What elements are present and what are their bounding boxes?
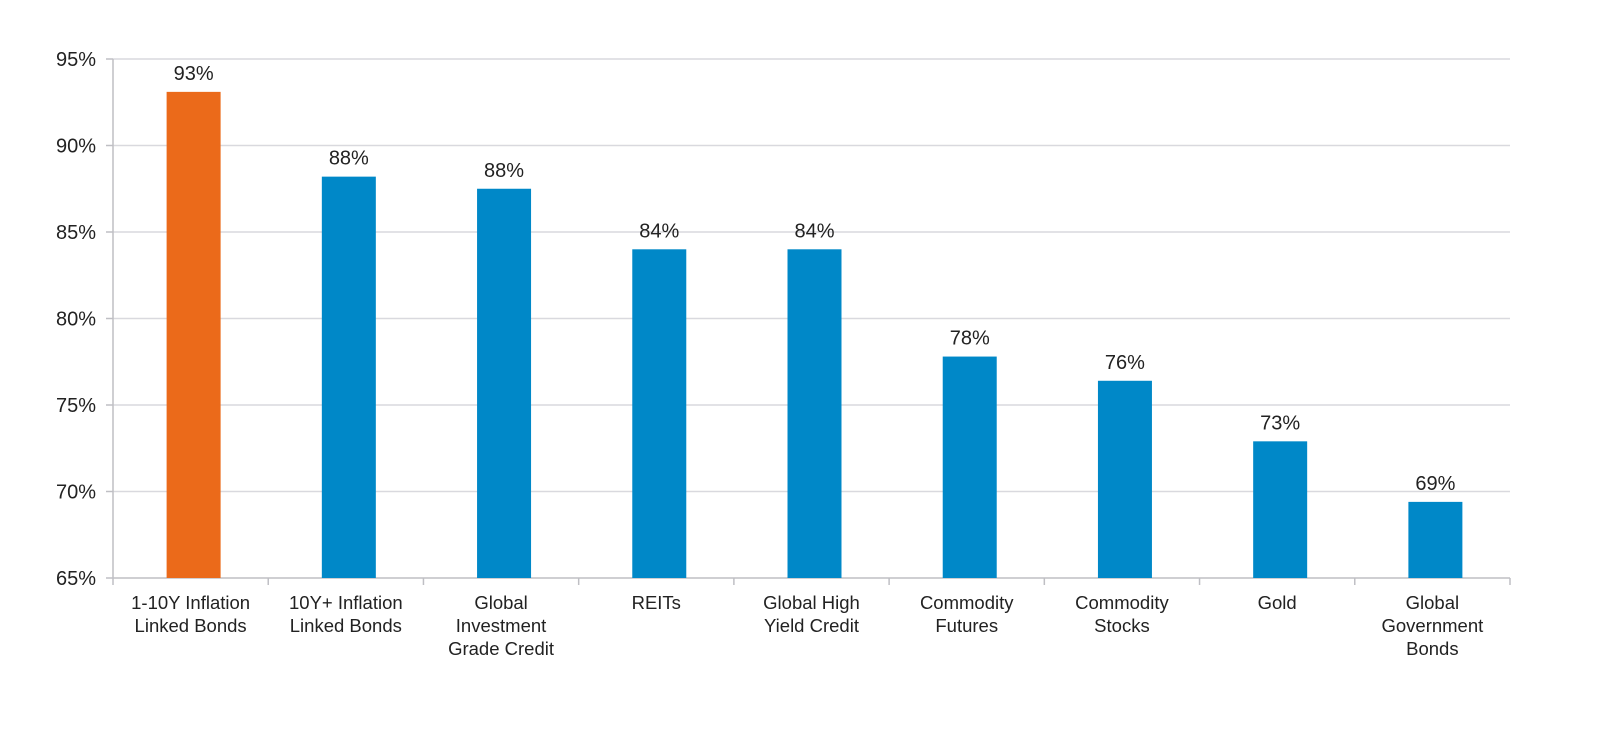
x-tick-label: Futures xyxy=(935,615,998,636)
x-tick-label: Bonds xyxy=(1406,638,1458,659)
x-tick-label: Gold xyxy=(1258,592,1297,613)
x-tick-label: Yield Credit xyxy=(764,615,859,636)
y-tick-label: 65% xyxy=(56,568,96,590)
x-tick-label: REITs xyxy=(632,592,681,613)
y-tick-label: 90% xyxy=(56,136,96,158)
bar xyxy=(321,176,376,578)
x-tick-label: Investment xyxy=(456,615,547,636)
x-tick-label: Government xyxy=(1381,615,1483,636)
y-tick-label: 70% xyxy=(56,482,96,504)
bar xyxy=(632,249,687,579)
data-label: 93% xyxy=(174,63,214,85)
bar xyxy=(942,356,997,578)
x-tick-label: Commodity xyxy=(1075,592,1169,613)
x-tick-label: Stocks xyxy=(1094,615,1150,636)
bar xyxy=(1408,501,1463,578)
data-label: 88% xyxy=(329,148,369,170)
data-label: 69% xyxy=(1415,473,1455,495)
x-tick-label: Global xyxy=(474,592,527,613)
data-label: 78% xyxy=(950,328,990,350)
bar xyxy=(1097,380,1152,578)
data-label: 88% xyxy=(484,160,524,182)
x-tick-label: Grade Credit xyxy=(448,638,554,659)
x-tick-label: Global High xyxy=(763,592,860,613)
y-tick-label: 85% xyxy=(56,222,96,244)
x-tick-label: Commodity xyxy=(920,592,1014,613)
bar xyxy=(787,249,842,579)
bar xyxy=(1253,441,1308,578)
data-label: 76% xyxy=(1105,352,1145,374)
x-tick-label: 1-10Y Inflation xyxy=(131,592,250,613)
bar xyxy=(166,91,221,579)
x-tick-label: 10Y+ Inflation xyxy=(289,592,403,613)
y-tick-label: 80% xyxy=(56,309,96,331)
y-tick-label: 75% xyxy=(56,395,96,417)
data-label: 73% xyxy=(1260,412,1300,434)
y-tick-label: 95% xyxy=(56,49,96,71)
x-tick-label: Global xyxy=(1406,592,1459,613)
x-tick-label: Linked Bonds xyxy=(290,615,402,636)
x-tick-label: Linked Bonds xyxy=(135,615,247,636)
data-label: 84% xyxy=(794,220,834,242)
data-label: 84% xyxy=(639,220,679,242)
bar xyxy=(477,188,532,578)
